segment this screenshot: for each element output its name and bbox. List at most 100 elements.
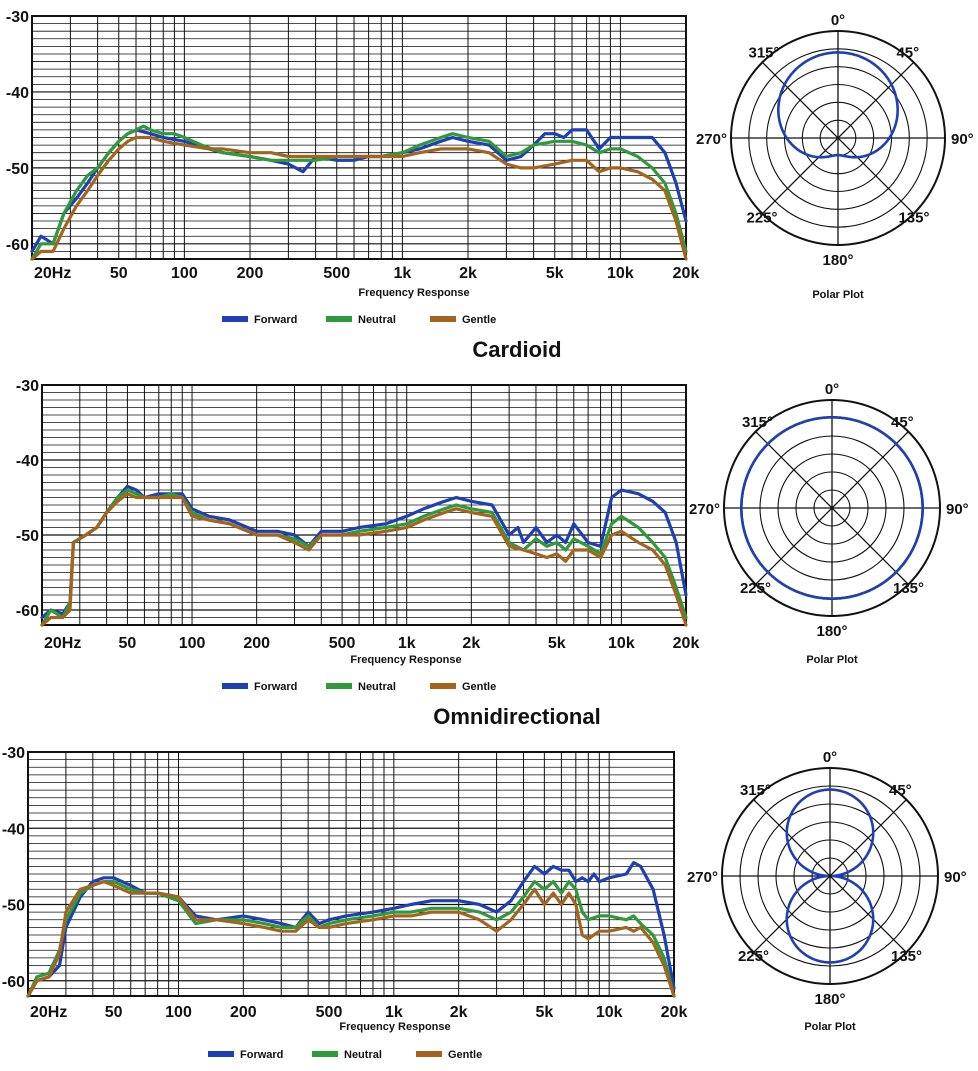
polar-pattern-curve xyxy=(777,51,899,159)
legend-label-forward: Forward xyxy=(254,314,297,326)
x-tick-label: 500 xyxy=(323,265,350,282)
frequency-chart-2: -30 -40 -50 -60 20Hz 50 100 200 500 1k 2k 5k 10k 20k F… xyxy=(16,378,700,693)
legend-label-gentle: Gentle xyxy=(462,314,496,326)
polar-angle-label: 180° xyxy=(814,991,845,1008)
x-tick-label: 100 xyxy=(179,635,206,652)
legend-label-neutral: Neutral xyxy=(358,681,396,693)
polar-angle-label: 0° xyxy=(825,381,839,398)
y-tick-label: -50 xyxy=(2,898,25,915)
polar-angle-label: 225° xyxy=(746,209,777,226)
legend-swatch-gentle xyxy=(430,316,456,322)
polar-angle-label: 45° xyxy=(889,782,912,799)
x-tick-label: 2k xyxy=(450,1004,468,1021)
legend-swatch-forward xyxy=(208,1051,234,1057)
x-tick-label: 50 xyxy=(105,1004,123,1021)
polar-angle-label: 0° xyxy=(823,749,837,766)
y-tick-label: -30 xyxy=(16,378,39,395)
x-tick-label: 2k xyxy=(459,265,477,282)
series-line-gentle xyxy=(40,492,688,627)
series-line-neutral xyxy=(40,488,688,627)
x-tick-label: 200 xyxy=(230,1004,257,1021)
polar-angle-label: 225° xyxy=(738,948,769,965)
polar-angle-label: 225° xyxy=(740,580,771,597)
polar-angle-label: 135° xyxy=(898,209,929,226)
y-tick-label: -30 xyxy=(2,745,25,762)
polar-plot-3: 0° 45° 90° 135° 180° 225° 270° 315° Polar Plot xyxy=(687,749,967,1033)
x-axis-label: Frequency Response xyxy=(358,287,469,299)
y-tick-label: -30 xyxy=(6,9,29,26)
polar-angle-label: 0° xyxy=(831,12,845,29)
section-title: Omnidirectional xyxy=(433,704,600,729)
plot-frame xyxy=(41,384,687,626)
x-tick-label: 5k xyxy=(548,635,566,652)
x-tick-label: 20Hz xyxy=(30,1004,67,1021)
x-tick-label: 200 xyxy=(243,635,270,652)
x-tick-label: 100 xyxy=(165,1004,192,1021)
legend-label-gentle: Gentle xyxy=(448,1049,482,1061)
x-tick-label: 10k xyxy=(608,635,635,652)
x-axis-label: Frequency Response xyxy=(350,654,461,666)
polar-angle-label: 90° xyxy=(951,131,974,148)
polar-angle-label: 270° xyxy=(687,869,718,886)
y-tick-label: -60 xyxy=(2,974,25,991)
y-tick-label: -60 xyxy=(6,237,29,254)
plot-frame xyxy=(31,15,687,260)
legend-label-gentle: Gentle xyxy=(462,681,496,693)
legend-swatch-neutral xyxy=(312,1051,338,1057)
legend: Forward Neutral Gentle xyxy=(208,1049,482,1061)
x-tick-label: 1k xyxy=(385,1004,403,1021)
polar-angle-label: 315° xyxy=(740,782,771,799)
x-tick-label: 200 xyxy=(237,265,264,282)
polar-angle-label: 135° xyxy=(891,948,922,965)
polar-plot-label: Polar Plot xyxy=(806,654,858,666)
polar-angle-label: 45° xyxy=(891,414,914,431)
polar-angle-label: 180° xyxy=(816,623,847,640)
legend-swatch-gentle xyxy=(416,1051,442,1057)
x-tick-label: 50 xyxy=(119,635,137,652)
x-tick-label: 20k xyxy=(673,265,700,282)
y-tick-label: -40 xyxy=(6,85,29,102)
series-line-forward xyxy=(26,861,676,998)
y-tick-label: -60 xyxy=(16,603,39,620)
x-tick-label: 500 xyxy=(329,635,356,652)
y-tick-label: -40 xyxy=(16,453,39,470)
legend-swatch-forward xyxy=(222,316,248,322)
x-tick-label: 20k xyxy=(661,1004,688,1021)
x-tick-label: 10k xyxy=(607,265,634,282)
polar-angle-label: 45° xyxy=(896,45,919,62)
frequency-chart-1: -30 -40 -50 -60 20Hz 50 100 200 500 1k 2k 5k 10k 20k F… xyxy=(6,9,700,326)
x-tick-label: 1k xyxy=(393,265,411,282)
polar-angle-label: 315° xyxy=(742,414,773,431)
polar-plot-2: 0° 45° 90° 135° 180° 225° 270° 315° Polar Plot xyxy=(689,381,969,666)
x-tick-label: 20Hz xyxy=(44,635,81,652)
polar-pattern-curve xyxy=(740,416,924,600)
polar-angle-label: 315° xyxy=(748,45,779,62)
polar-plot-label: Polar Plot xyxy=(812,289,864,301)
series-line-neutral xyxy=(26,880,676,998)
x-tick-label: 5k xyxy=(546,265,564,282)
polar-plot-1: 0° 45° 90° 135° 180° 225° 270° 315° Polar Plot xyxy=(696,12,974,301)
polar-angle-label: 90° xyxy=(946,501,969,518)
legend-label-neutral: Neutral xyxy=(344,1049,382,1061)
series-line-gentle xyxy=(26,880,676,998)
legend-swatch-forward xyxy=(222,683,248,689)
series-line-gentle xyxy=(30,135,688,261)
plot-frame xyxy=(27,751,675,997)
x-tick-label: 100 xyxy=(171,265,198,282)
x-tick-label: 2k xyxy=(462,635,480,652)
x-tick-label: 20k xyxy=(673,635,700,652)
polar-angle-label: 270° xyxy=(689,501,720,518)
y-tick-label: -50 xyxy=(6,161,29,178)
legend-label-forward: Forward xyxy=(240,1049,283,1061)
polar-spoke xyxy=(755,431,909,585)
x-tick-label: 20Hz xyxy=(34,265,71,282)
polar-spoke xyxy=(761,61,915,215)
x-tick-label: 50 xyxy=(110,265,128,282)
series-line-neutral xyxy=(30,124,688,261)
polar-angle-label: 135° xyxy=(893,580,924,597)
legend-swatch-gentle xyxy=(430,683,456,689)
polar-angle-label: 180° xyxy=(822,252,853,269)
x-tick-label: 10k xyxy=(596,1004,623,1021)
